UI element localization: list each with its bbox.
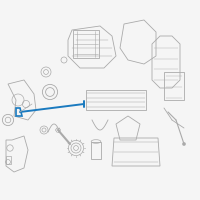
Circle shape (182, 142, 186, 146)
